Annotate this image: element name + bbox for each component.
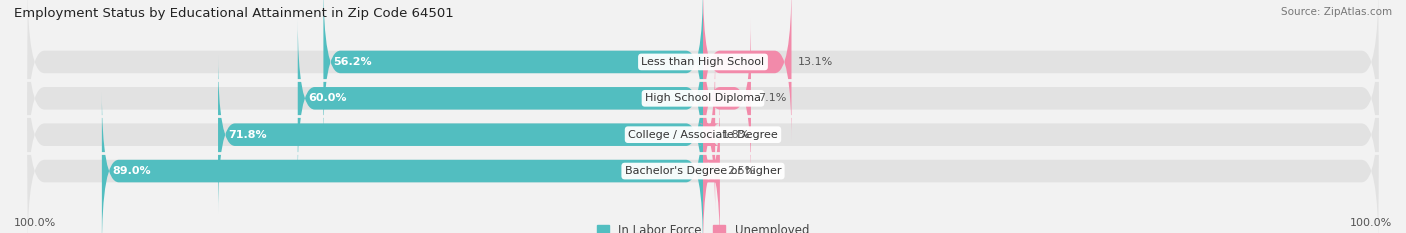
FancyBboxPatch shape (703, 19, 751, 178)
Text: College / Associate Degree: College / Associate Degree (628, 130, 778, 140)
FancyBboxPatch shape (298, 19, 703, 178)
Text: 56.2%: 56.2% (333, 57, 373, 67)
Text: 100.0%: 100.0% (1350, 218, 1392, 228)
FancyBboxPatch shape (323, 0, 703, 142)
Text: 13.1%: 13.1% (799, 57, 834, 67)
FancyBboxPatch shape (28, 0, 1378, 142)
FancyBboxPatch shape (28, 19, 1378, 178)
Text: Source: ZipAtlas.com: Source: ZipAtlas.com (1281, 7, 1392, 17)
FancyBboxPatch shape (28, 55, 1378, 214)
FancyBboxPatch shape (703, 91, 720, 233)
Text: 1.8%: 1.8% (721, 130, 751, 140)
FancyBboxPatch shape (699, 55, 720, 214)
Text: 7.1%: 7.1% (758, 93, 786, 103)
Text: 60.0%: 60.0% (308, 93, 346, 103)
FancyBboxPatch shape (28, 91, 1378, 233)
Text: 100.0%: 100.0% (14, 218, 56, 228)
FancyBboxPatch shape (218, 55, 703, 214)
Text: 71.8%: 71.8% (228, 130, 267, 140)
Text: High School Diploma: High School Diploma (645, 93, 761, 103)
FancyBboxPatch shape (703, 0, 792, 142)
Legend: In Labor Force, Unemployed: In Labor Force, Unemployed (598, 224, 808, 233)
Text: 2.5%: 2.5% (727, 166, 755, 176)
FancyBboxPatch shape (101, 91, 703, 233)
Text: 89.0%: 89.0% (112, 166, 150, 176)
Text: Less than High School: Less than High School (641, 57, 765, 67)
Text: Bachelor's Degree or higher: Bachelor's Degree or higher (624, 166, 782, 176)
Text: Employment Status by Educational Attainment in Zip Code 64501: Employment Status by Educational Attainm… (14, 7, 454, 20)
